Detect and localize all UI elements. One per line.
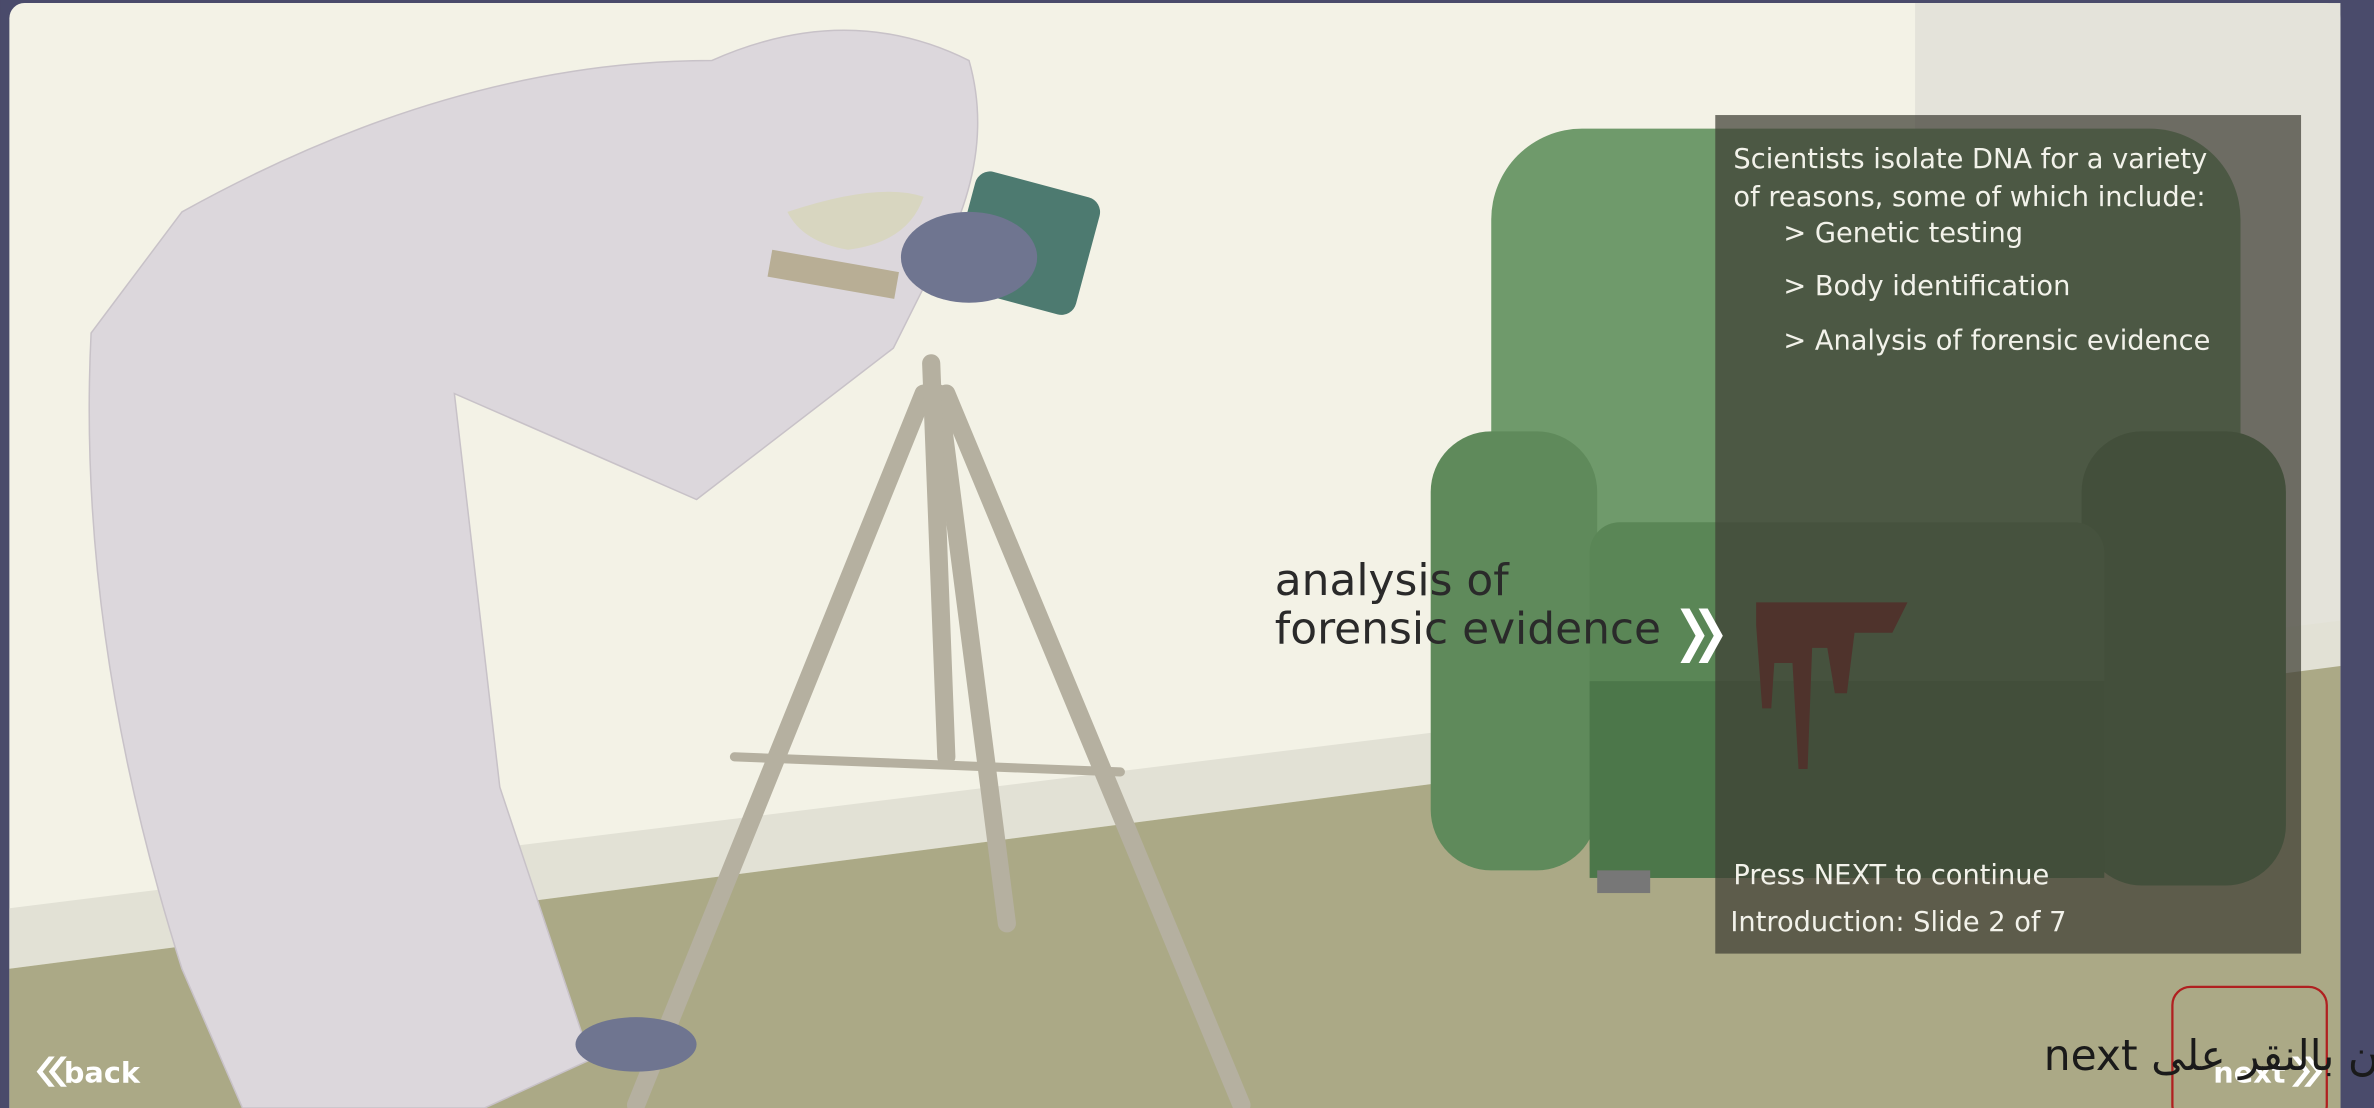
instruction: ابدا العمل الان بالنقر على next — [2044, 1031, 2374, 1080]
callout-line: forensic evidence — [1275, 603, 1661, 654]
screen: Scientists isolate DNA for a variety of … — [0, 0, 2374, 1108]
list-item: > Body identification — [1783, 271, 2070, 302]
list-item: > Genetic testing — [1783, 218, 2023, 249]
list-item: > Analysis of forensic evidence — [1783, 326, 2210, 357]
back-label[interactable]: back — [64, 1055, 141, 1089]
prompt: Press NEXT to continue — [1733, 860, 2049, 891]
intro-line: of reasons, some of which include: — [1733, 182, 2205, 213]
callout-line: analysis of — [1275, 555, 1510, 606]
intro-line: Scientists isolate DNA for a variety — [1733, 144, 2207, 175]
progress: Introduction: Slide 2 of 7 — [1730, 907, 2066, 938]
page: Scientists isolate DNA for a variety of … — [0, 0, 2374, 1108]
